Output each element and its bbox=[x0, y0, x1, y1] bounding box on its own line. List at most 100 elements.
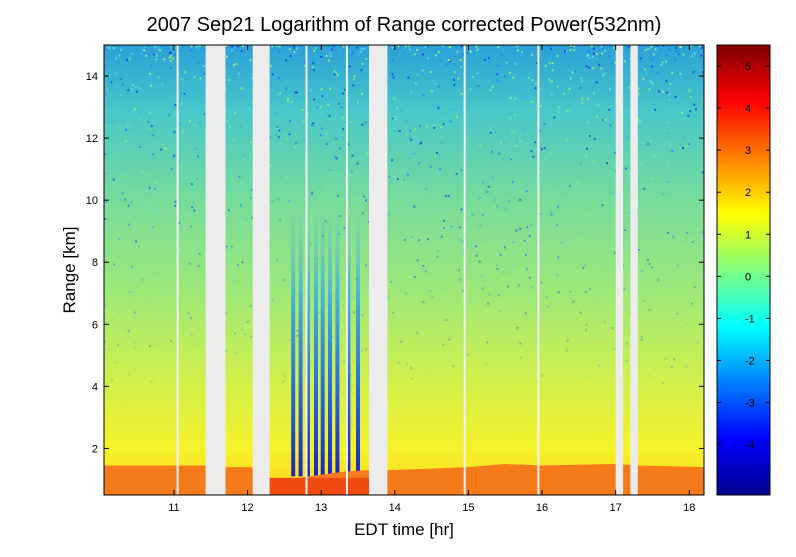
noise-speck bbox=[455, 115, 458, 118]
noise-speck bbox=[117, 311, 120, 314]
noise-speck bbox=[488, 293, 491, 296]
noise-speck bbox=[648, 309, 651, 312]
noise-speck bbox=[339, 49, 341, 52]
noise-speck bbox=[226, 55, 228, 58]
noise-speck bbox=[649, 48, 652, 51]
noise-speck bbox=[637, 87, 640, 90]
noise-speck bbox=[114, 72, 117, 75]
noise-speck bbox=[422, 351, 425, 354]
noise-speck bbox=[427, 57, 430, 60]
noise-speck bbox=[243, 155, 246, 158]
noise-speck bbox=[230, 248, 233, 251]
noise-speck bbox=[433, 126, 436, 129]
noise-speck bbox=[688, 143, 691, 146]
noise-speck bbox=[114, 306, 117, 309]
noise-speck bbox=[139, 87, 142, 90]
noise-speck bbox=[410, 366, 413, 369]
noise-speck bbox=[482, 213, 484, 216]
noise-speck bbox=[235, 62, 238, 65]
noise-speck bbox=[408, 355, 411, 358]
noise-speck bbox=[520, 53, 523, 56]
noise-speck bbox=[693, 71, 696, 74]
noise-speck bbox=[340, 106, 343, 109]
noise-speck bbox=[312, 122, 315, 125]
noise-speck bbox=[163, 250, 166, 253]
noise-speck bbox=[412, 152, 415, 155]
noise-speck bbox=[154, 45, 157, 48]
noise-speck bbox=[104, 218, 107, 220]
noise-speck bbox=[642, 78, 645, 81]
noise-speck bbox=[242, 284, 245, 287]
noise-speck bbox=[118, 238, 121, 240]
noise-speck bbox=[524, 89, 527, 92]
noise-speck bbox=[360, 69, 363, 72]
noise-speck bbox=[439, 207, 442, 210]
noise-speck bbox=[661, 61, 664, 64]
noise-speck bbox=[178, 222, 180, 225]
noise-speck bbox=[474, 166, 477, 168]
noise-speck bbox=[339, 147, 342, 150]
noise-speck bbox=[138, 111, 141, 114]
y-tick-label: 8 bbox=[92, 257, 98, 269]
noise-speck bbox=[419, 142, 422, 145]
noise-speck bbox=[657, 278, 660, 281]
noise-speck bbox=[121, 192, 124, 195]
noise-speck bbox=[439, 126, 442, 129]
noise-speck bbox=[388, 165, 390, 168]
colorbar-tick-label: -1 bbox=[745, 313, 755, 325]
cloud-streak bbox=[320, 215, 325, 477]
noise-speck bbox=[417, 47, 420, 50]
y-tick-label: 10 bbox=[86, 195, 98, 207]
noise-speck bbox=[604, 118, 607, 121]
noise-speck bbox=[496, 205, 499, 208]
noise-speck bbox=[581, 97, 584, 100]
noise-speck bbox=[444, 317, 447, 319]
noise-speck bbox=[519, 342, 522, 345]
noise-speck bbox=[679, 72, 682, 75]
noise-speck bbox=[328, 114, 331, 117]
noise-speck bbox=[693, 103, 696, 106]
noise-speck bbox=[154, 153, 156, 156]
noise-speck bbox=[522, 345, 525, 348]
noise-speck bbox=[190, 45, 193, 48]
noise-speck bbox=[109, 371, 112, 374]
noise-speck bbox=[675, 312, 678, 315]
data-gap bbox=[205, 45, 226, 495]
noise-speck bbox=[400, 181, 403, 184]
noise-speck bbox=[447, 59, 450, 62]
noise-speck bbox=[313, 98, 316, 101]
noise-speck bbox=[329, 87, 332, 90]
noise-speck bbox=[303, 61, 306, 64]
noise-speck bbox=[413, 275, 416, 278]
noise-speck bbox=[313, 69, 315, 72]
noise-speck bbox=[185, 55, 188, 58]
noise-speck bbox=[240, 50, 243, 53]
noise-speck bbox=[530, 150, 533, 153]
noise-speck bbox=[225, 350, 228, 353]
noise-speck bbox=[288, 308, 291, 311]
noise-speck bbox=[581, 102, 584, 105]
noise-speck bbox=[402, 171, 405, 174]
noise-speck bbox=[155, 181, 158, 184]
noise-speck bbox=[178, 123, 181, 126]
y-axis-ticks: 2 4 6 8 10 12 14 bbox=[86, 71, 704, 455]
data-gap-thin bbox=[305, 45, 308, 495]
noise-speck bbox=[651, 307, 654, 310]
noise-speck bbox=[656, 45, 659, 47]
noise-speck bbox=[452, 108, 455, 111]
noise-speck bbox=[364, 121, 367, 124]
noise-speck bbox=[160, 83, 163, 86]
noise-speck bbox=[622, 115, 625, 118]
noise-speck bbox=[488, 363, 491, 365]
noise-speck bbox=[165, 245, 168, 248]
noise-speck bbox=[197, 155, 200, 158]
noise-speck bbox=[475, 45, 478, 48]
noise-speck bbox=[527, 229, 530, 232]
noise-speck bbox=[588, 376, 591, 379]
noise-speck bbox=[534, 305, 537, 307]
noise-speck bbox=[408, 203, 411, 206]
noise-speck bbox=[475, 48, 478, 51]
noise-speck bbox=[528, 310, 531, 313]
noise-speck bbox=[393, 97, 396, 100]
